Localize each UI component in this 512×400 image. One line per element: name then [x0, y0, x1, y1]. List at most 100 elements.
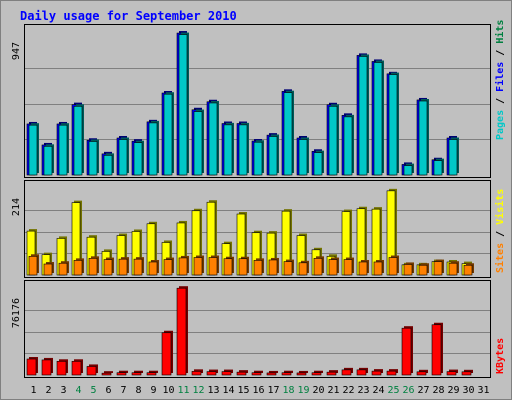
- x-tick-label: 28: [432, 385, 444, 396]
- bar-sites-day-30-face: [463, 264, 473, 276]
- bar-kbytes-day-9: [146, 370, 158, 376]
- bar-kbytes-day-29: [446, 369, 458, 376]
- x-tick-label: 22: [342, 385, 354, 396]
- bar-pages-day-16-face: [253, 141, 263, 176]
- bar-kbytes-day-19-shadow: [299, 370, 308, 373]
- bar-kbytes-day-20-face: [311, 372, 322, 376]
- x-tick-label: 15: [237, 385, 249, 396]
- bar-pages-day-20: [313, 150, 324, 176]
- x-tick-label: 4: [75, 385, 81, 396]
- bar-sites-day-13: [208, 255, 219, 276]
- bar-pages-day-18: [283, 90, 294, 176]
- bar-sites-day-4-face: [73, 260, 83, 276]
- bar-pages-day-19: [298, 137, 309, 176]
- bar-pages-day-2: [43, 144, 54, 176]
- bar-sites-day-18-face: [283, 261, 293, 276]
- bar-kbytes-day-22-face: [341, 369, 352, 376]
- bar-sites-day-15-face: [238, 258, 248, 276]
- bar-sites-day-9: [148, 259, 159, 276]
- bar-pages-day-14-face: [223, 124, 233, 176]
- chart-title: Daily usage for September 2010: [20, 9, 237, 23]
- bar-kbytes-day-24: [371, 369, 383, 376]
- bar-kbytes-day-1-face: [26, 358, 37, 376]
- x-tick-label: 24: [372, 385, 384, 396]
- bar-sites-day-21-face: [328, 259, 338, 276]
- legend-pages-files-hits: Pages / Files / Hits: [494, 20, 506, 140]
- bar-pages-day-5-face: [88, 141, 98, 176]
- bar-kbytes-day-27: [416, 369, 428, 376]
- bar-kbytes-day-21-shadow: [329, 370, 338, 373]
- x-tick-label: 23: [357, 385, 369, 396]
- bar-sites-day-13-face: [208, 257, 218, 276]
- bar-kbytes-day-11-face: [176, 287, 187, 376]
- bar-kbytes-day-3-face: [56, 360, 67, 376]
- bar-kbytes-day-17: [266, 370, 278, 376]
- bar-sites-day-5: [88, 256, 99, 276]
- bar-kbytes-day-20: [311, 370, 323, 376]
- legend-files: Files: [494, 62, 506, 92]
- bar-sites-day-24: [373, 259, 384, 276]
- x-tick-label: 13: [207, 385, 219, 396]
- bar-sites-day-21: [328, 257, 339, 276]
- bar-sites-day-15: [238, 256, 249, 276]
- bar-pages-day-21-face: [328, 105, 338, 176]
- bar-kbytes-day-4-face: [71, 360, 82, 376]
- bar-sites-day-24-face: [373, 261, 383, 276]
- bar-sites-day-6-face: [103, 259, 113, 276]
- bar-pages-day-10: [163, 92, 174, 176]
- bar-sites-day-8: [133, 257, 144, 276]
- bar-pages-day-11: [178, 32, 189, 176]
- bar-kbytes-day-15-face: [236, 371, 247, 376]
- bar-pages-day-1: [28, 123, 39, 176]
- bar-kbytes-day-10: [161, 330, 173, 376]
- bar-kbytes-day-26: [401, 326, 413, 376]
- x-tick-label: 29: [447, 385, 459, 396]
- bar-kbytes-day-8: [131, 370, 143, 376]
- bar-kbytes-day-30-shadow: [464, 369, 473, 373]
- bar-sites-day-20-face: [313, 258, 323, 276]
- bar-pages-day-13: [208, 100, 219, 176]
- bar-kbytes-day-13: [206, 369, 218, 376]
- bar-kbytes-day-15: [236, 370, 248, 376]
- bar-kbytes-day-18-face: [281, 372, 292, 376]
- x-tick-label: 6: [105, 385, 111, 396]
- legend-separator: /: [495, 44, 506, 62]
- bar-kbytes-day-23: [356, 367, 368, 376]
- bar-kbytes-day-17-shadow: [269, 370, 278, 373]
- bar-sites-day-8-face: [133, 258, 143, 276]
- legend-visits-sites: Sites / Visits: [494, 189, 506, 273]
- x-tick-label: 10: [162, 385, 174, 396]
- bar-pages-day-26: [403, 163, 414, 176]
- bar-sites-day-17-face: [268, 259, 278, 276]
- bar-kbytes-day-18: [281, 370, 293, 376]
- x-tick-label: 27: [417, 385, 429, 396]
- bar-pages-day-27: [418, 99, 429, 176]
- bar-kbytes-day-13-face: [206, 371, 217, 376]
- bar-kbytes-day-11: [176, 286, 188, 376]
- bar-kbytes-day-10-face: [161, 332, 172, 376]
- bar-pages-day-11-face: [178, 34, 188, 176]
- bar-sites-day-7: [118, 257, 129, 276]
- bar-kbytes-day-9-face: [146, 372, 157, 376]
- x-tick-label: 11: [177, 385, 189, 396]
- bar-pages-day-9-face: [148, 122, 158, 176]
- bar-kbytes-day-6-shadow: [104, 371, 113, 373]
- bar-sites-day-7-face: [118, 258, 128, 276]
- bar-sites-day-16: [253, 258, 264, 276]
- bar-sites-day-23: [358, 259, 369, 276]
- bar-sites-day-16-face: [253, 260, 263, 276]
- bar-sites-day-27-face: [418, 264, 428, 276]
- bar-sites-day-3-face: [58, 262, 68, 276]
- bar-sites-day-1: [28, 254, 39, 276]
- bar-kbytes-day-19: [296, 370, 308, 376]
- bar-kbytes-day-2: [41, 357, 53, 376]
- legend-hits: Hits: [494, 20, 506, 44]
- bar-kbytes-day-14-face: [221, 371, 232, 376]
- x-tick-label: 26: [402, 385, 414, 396]
- bar-pages-day-9: [148, 120, 159, 176]
- bar-pages-day-18-face: [283, 92, 293, 176]
- bar-kbytes-day-26-face: [401, 327, 412, 376]
- bar-kbytes-day-16-face: [251, 372, 262, 376]
- bar-sites-day-14-face: [223, 258, 233, 276]
- bar-kbytes-day-18-shadow: [284, 370, 293, 373]
